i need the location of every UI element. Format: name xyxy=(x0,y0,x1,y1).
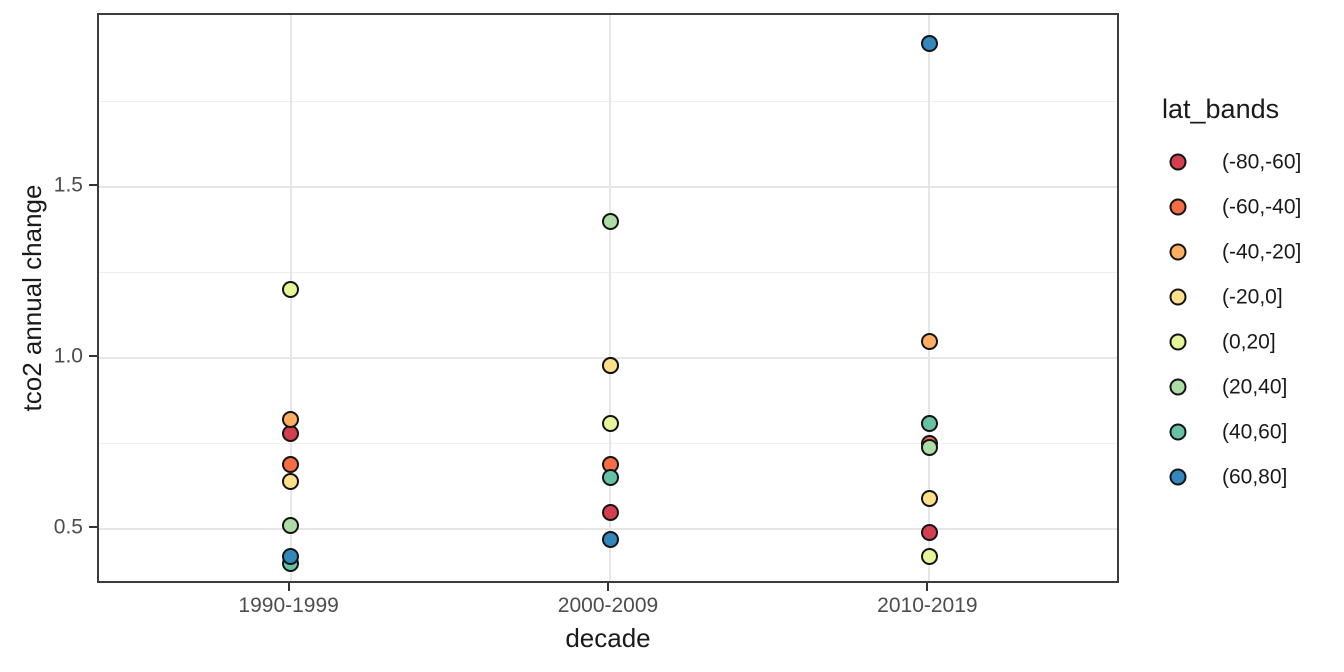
plot-panel xyxy=(97,13,1119,583)
y-tick-label: 1.5 xyxy=(53,173,83,197)
legend-key-icon xyxy=(1169,378,1187,396)
data-point xyxy=(920,414,938,432)
gridline-major xyxy=(99,186,1117,189)
data-point xyxy=(601,530,619,548)
legend-item-label: (-60,-40] xyxy=(1222,195,1302,219)
legend-key-icon xyxy=(1169,333,1187,351)
legend-key-icon xyxy=(1169,243,1187,261)
y-axis-title: tco2 annual change xyxy=(17,184,47,412)
data-point xyxy=(601,356,619,374)
gridline-category xyxy=(289,15,292,581)
legend-item-label: (-40,-20] xyxy=(1222,240,1302,264)
y-axis-tick xyxy=(89,355,97,358)
y-tick-label: 1.0 xyxy=(53,344,83,368)
data-point xyxy=(920,489,938,507)
data-point xyxy=(601,414,619,432)
gridline-minor xyxy=(99,443,1117,445)
x-axis-title: decade xyxy=(565,623,651,653)
data-point xyxy=(601,469,619,487)
gridline-minor xyxy=(99,101,1117,103)
gridline-minor xyxy=(99,272,1117,274)
y-axis-tick xyxy=(89,526,97,529)
data-point xyxy=(282,472,300,490)
x-tick-label: 2010-2019 xyxy=(877,594,978,617)
legend-item-label: (0,20] xyxy=(1222,330,1276,354)
legend-key-icon xyxy=(1169,423,1187,441)
data-point xyxy=(282,455,300,473)
data-point xyxy=(282,517,300,535)
data-point xyxy=(920,34,938,52)
data-point xyxy=(282,281,300,299)
legend-key-icon xyxy=(1169,468,1187,486)
data-point xyxy=(920,438,938,456)
x-axis-tick xyxy=(287,583,290,591)
legend-item-label: (-80,-60] xyxy=(1222,150,1302,174)
data-point xyxy=(920,524,938,542)
x-tick-label: 1990-1999 xyxy=(238,594,339,617)
data-point xyxy=(282,411,300,429)
legend-item-label: (20,40] xyxy=(1222,375,1288,399)
legend-key-icon xyxy=(1169,153,1187,171)
gridline-major xyxy=(99,528,1117,531)
data-point xyxy=(920,548,938,566)
data-point xyxy=(920,332,938,350)
data-point xyxy=(601,212,619,230)
legend-key-icon xyxy=(1169,198,1187,216)
gridline-category xyxy=(928,15,931,581)
data-point xyxy=(601,503,619,521)
legend-item-label: (-20,0] xyxy=(1222,285,1283,309)
x-axis-tick xyxy=(607,583,609,591)
y-axis-tick xyxy=(89,184,97,187)
legend-item-label: (60,80] xyxy=(1222,465,1288,489)
gridline-category xyxy=(609,15,611,581)
x-tick-label: 2000-2009 xyxy=(557,594,659,617)
legend-title: lat_bands xyxy=(1162,94,1280,124)
legend-item-label: (40,60] xyxy=(1222,420,1288,444)
y-tick-label: 0.5 xyxy=(53,515,83,539)
x-axis-tick xyxy=(926,583,929,591)
legend-key-icon xyxy=(1169,288,1187,306)
data-point xyxy=(282,548,300,566)
